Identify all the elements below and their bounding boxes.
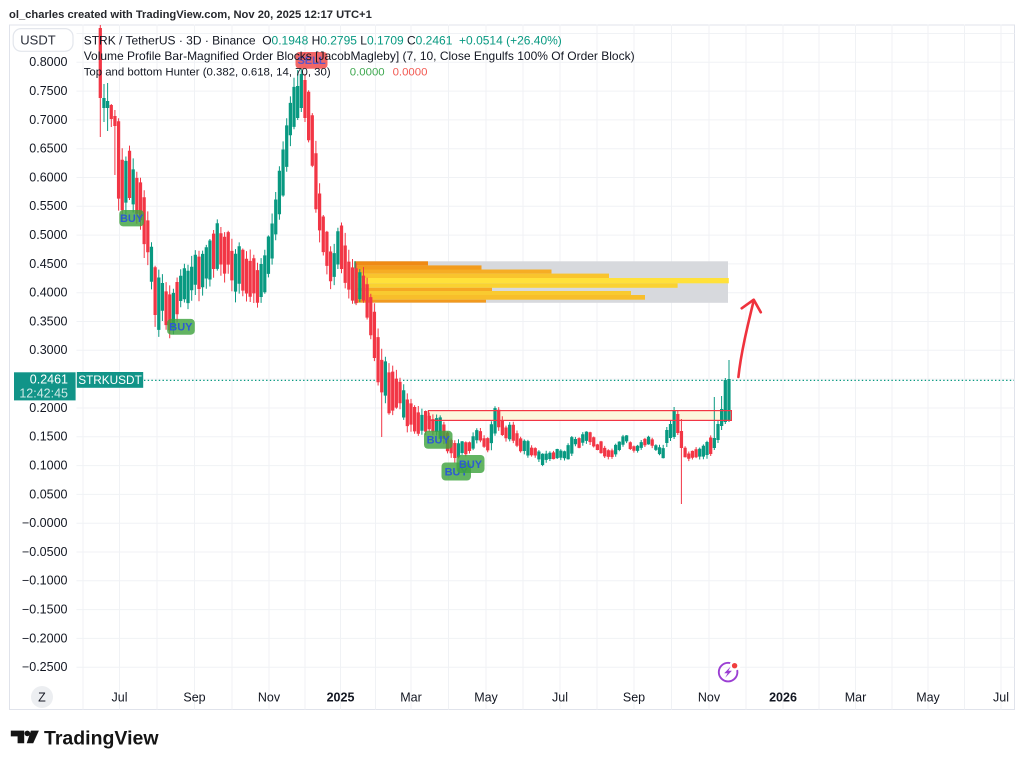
svg-text:−0.0000: −0.0000 <box>22 516 68 530</box>
svg-text:0.2000: 0.2000 <box>29 401 67 415</box>
svg-text:0.4500: 0.4500 <box>29 257 67 271</box>
svg-text:0.0000: 0.0000 <box>393 66 428 78</box>
svg-text:0.7000: 0.7000 <box>29 113 67 127</box>
svg-text:May: May <box>474 691 498 705</box>
svg-text:0.6500: 0.6500 <box>29 142 67 156</box>
svg-text:Jul: Jul <box>993 691 1009 705</box>
svg-text:0.3000: 0.3000 <box>29 343 67 357</box>
svg-text:0.1000: 0.1000 <box>29 459 67 473</box>
svg-text:0.1500: 0.1500 <box>29 430 67 444</box>
svg-text:0.0500: 0.0500 <box>29 487 67 501</box>
svg-text:USDT: USDT <box>20 33 55 48</box>
svg-text:STRKUSDT: STRKUSDT <box>78 373 142 387</box>
svg-text:0.7500: 0.7500 <box>29 84 67 98</box>
svg-text:Sep: Sep <box>183 691 205 705</box>
svg-text:BUY: BUY <box>169 322 193 334</box>
svg-text:Nov: Nov <box>258 691 281 705</box>
svg-text:May: May <box>916 691 940 705</box>
svg-text:Volume Profile Bar-Magnified O: Volume Profile Bar-Magnified Order Block… <box>84 49 635 63</box>
svg-text:−0.1000: −0.1000 <box>22 574 68 588</box>
svg-text:0.8000: 0.8000 <box>29 55 67 69</box>
svg-text:STRK / TetherUS · 3D · Binance: STRK / TetherUS · 3D · Binance O0.1948 H… <box>84 34 562 48</box>
svg-text:Jul: Jul <box>112 691 128 705</box>
svg-text:−0.2500: −0.2500 <box>22 660 68 674</box>
svg-text:0.5000: 0.5000 <box>29 228 67 242</box>
svg-text:−0.0500: −0.0500 <box>22 545 68 559</box>
svg-text:−0.1500: −0.1500 <box>22 603 68 617</box>
svg-text:SELL: SELL <box>297 55 325 67</box>
svg-text:0.2461: 0.2461 <box>30 372 68 386</box>
svg-text:BUY: BUY <box>427 435 451 447</box>
svg-text:2025: 2025 <box>327 691 355 705</box>
svg-text:Top and bottom Hunter (0.382,: Top and bottom Hunter (0.382, 0.618, 14,… <box>84 66 331 78</box>
svg-text:BUY: BUY <box>459 459 483 471</box>
svg-text:0.6000: 0.6000 <box>29 170 67 184</box>
svg-text:12:42:45: 12:42:45 <box>19 386 68 400</box>
svg-text:Z: Z <box>38 691 46 705</box>
svg-text:0.0000: 0.0000 <box>350 66 385 78</box>
svg-text:TradingView: TradingView <box>44 728 159 750</box>
svg-text:Mar: Mar <box>400 691 422 705</box>
svg-text:0.3500: 0.3500 <box>29 314 67 328</box>
svg-text:2026: 2026 <box>769 691 797 705</box>
svg-text:Jul: Jul <box>552 691 568 705</box>
svg-text:0.5500: 0.5500 <box>29 199 67 213</box>
svg-text:Mar: Mar <box>845 691 867 705</box>
svg-text:0.4000: 0.4000 <box>29 286 67 300</box>
svg-text:Sep: Sep <box>623 691 645 705</box>
svg-text:BUY: BUY <box>120 213 144 225</box>
svg-text:ol_charles created with Tradin: ol_charles created with TradingView.com,… <box>9 9 372 21</box>
svg-text:Nov: Nov <box>698 691 721 705</box>
svg-text:−0.2000: −0.2000 <box>22 631 68 645</box>
